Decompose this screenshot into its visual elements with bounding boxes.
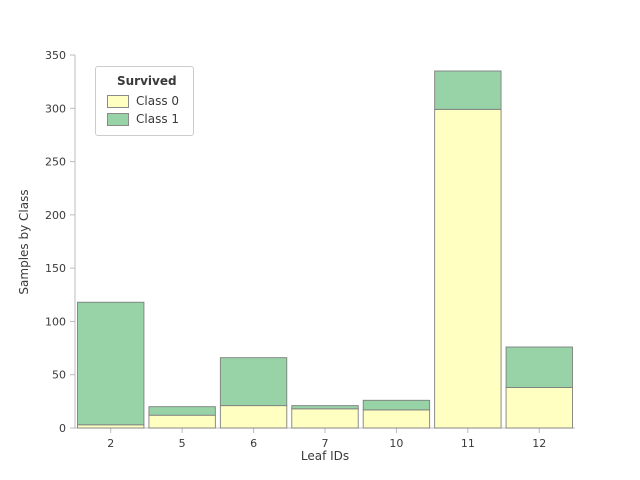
x-tick-label: 7 — [322, 437, 329, 450]
bar-segment-class1-leaf10 — [362, 399, 431, 411]
y-axis-label: Samples by Class — [17, 189, 31, 295]
legend-swatch-class1 — [107, 112, 129, 126]
y-tick-label: 200 — [45, 209, 66, 222]
x-axis-label: Leaf IDs — [300, 449, 350, 463]
legend-swatch-class0 — [107, 94, 129, 108]
bar-segment-class1-leaf11 — [434, 70, 502, 110]
bar-segment-class0-leaf5 — [148, 414, 216, 429]
y-tick-label: 350 — [45, 49, 66, 62]
legend-entry-class1: Class 1 — [107, 112, 179, 126]
y-tick-label: 150 — [45, 262, 66, 275]
y-tick-label: 50 — [52, 369, 66, 382]
bar-segment-class0-leaf12 — [505, 387, 573, 429]
y-tick-label: 0 — [59, 422, 66, 435]
x-tick-label: 10 — [389, 437, 403, 450]
legend-title: Survived — [117, 74, 177, 88]
bar-segment-class0-leaf2 — [77, 424, 145, 429]
x-tick-label: 2 — [107, 437, 114, 450]
x-tick-label: 5 — [179, 437, 186, 450]
x-tick-label: 6 — [250, 437, 257, 450]
bar-segment-class1-leaf6 — [219, 357, 288, 407]
bar-segment-class0-leaf7 — [291, 408, 359, 429]
legend-label-class1: Class 1 — [136, 112, 180, 126]
bar-segment-class0-leaf11 — [434, 108, 502, 429]
bar-segment-class1-leaf2 — [77, 301, 145, 426]
y-tick-label: 250 — [45, 156, 66, 169]
bar-segment-class1-leaf12 — [505, 346, 573, 388]
y-tick-label: 100 — [45, 315, 66, 328]
legend: Survived Class 0 Class 1 — [95, 66, 195, 136]
y-tick-label: 300 — [45, 102, 66, 115]
legend-entry-class0: Class 0 — [107, 94, 179, 108]
bar-segment-class0-leaf6 — [219, 405, 288, 429]
x-tick-label: 12 — [532, 437, 546, 450]
bar-segment-class1-leaf7 — [291, 405, 359, 410]
bar-segment-class0-leaf10 — [362, 409, 431, 429]
bar-segment-class1-leaf5 — [148, 406, 216, 416]
x-tick-label: 11 — [461, 437, 475, 450]
legend-label-class0: Class 0 — [136, 94, 180, 108]
